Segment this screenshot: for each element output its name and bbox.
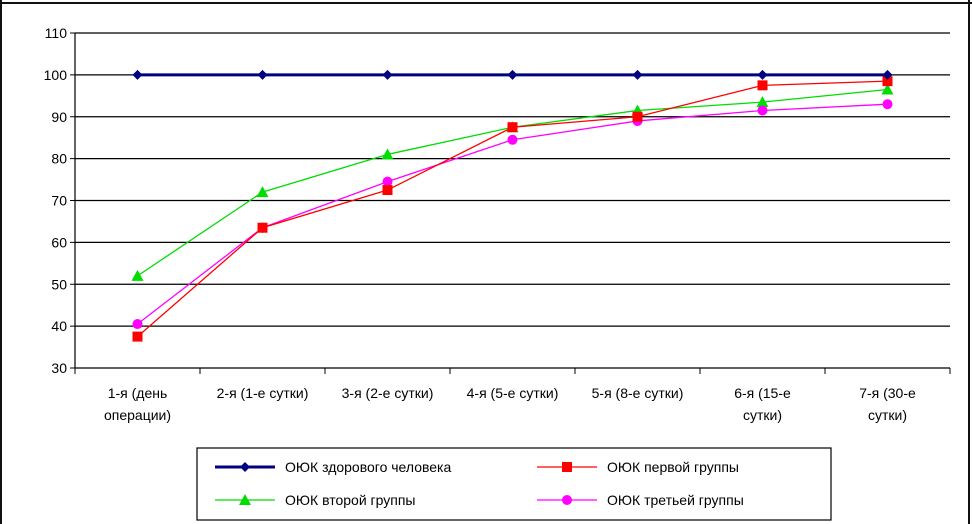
- data-point: [131, 269, 144, 281]
- series-4: [132, 99, 893, 330]
- legend-item-2: ОЮК первой группы: [537, 459, 739, 475]
- data-point: [757, 69, 768, 80]
- y-tick-label: 60: [51, 234, 67, 250]
- x-tick-labels: 1-я (день операции) 2-я (1-е сутки) 3-я (2-…: [104, 385, 916, 423]
- data-point: [507, 134, 518, 145]
- y-tick-label: 50: [51, 276, 67, 292]
- legend-marker: [239, 494, 251, 505]
- legend-item-4: ОЮК третьей группы: [537, 492, 744, 508]
- legend-marker: [562, 495, 572, 505]
- data-point: [507, 122, 518, 133]
- x-tick-label: 4-я (5-е сутки): [467, 385, 559, 401]
- frame-top-border: [0, 2, 972, 4]
- series-layer: [131, 69, 894, 342]
- data-point: [257, 69, 268, 80]
- legend-label: ОЮК здорового человека: [285, 459, 451, 475]
- data-point: [757, 80, 768, 91]
- data-point: [881, 83, 894, 95]
- series-2: [132, 76, 893, 342]
- data-point: [882, 99, 893, 110]
- data-point: [132, 331, 143, 342]
- legend-marker: [240, 462, 250, 472]
- y-tick-label: 80: [51, 151, 67, 167]
- y-tick-labels: 30 40 50 60 70 80 90 100 110: [44, 25, 68, 376]
- data-point: [632, 111, 643, 122]
- legend-item-3: ОЮК второй группы: [215, 492, 416, 508]
- gridlines: [75, 32, 950, 327]
- series-line: [137, 88, 888, 277]
- y-tick-label: 100: [44, 67, 68, 83]
- legend-item-1: ОЮК здорового человека: [215, 459, 451, 475]
- x-tick-label: 3-я (2-е сутки): [342, 385, 434, 401]
- series-1: [132, 69, 893, 80]
- data-point: [257, 222, 268, 233]
- series-3: [131, 83, 894, 281]
- y-tick-label: 40: [51, 318, 67, 334]
- data-point: [882, 69, 893, 80]
- data-point: [132, 319, 143, 330]
- legend: ОЮК здорового человека ОЮК первой группы О…: [196, 447, 832, 521]
- data-point: [882, 76, 893, 87]
- data-point: [381, 148, 394, 160]
- y-tick-label: 90: [51, 109, 67, 125]
- data-point: [382, 69, 393, 80]
- data-point: [757, 105, 768, 116]
- frame-right-border: [968, 0, 970, 524]
- x-tick-label: 7-я (30-е сутки): [859, 385, 916, 423]
- data-point: [756, 96, 769, 108]
- data-point: [132, 69, 143, 80]
- legend-marker: [562, 462, 572, 472]
- series-line: [137, 80, 888, 338]
- data-point: [256, 186, 269, 198]
- legend-label: ОЮК третьей группы: [607, 492, 744, 508]
- data-point: [507, 69, 518, 80]
- x-tick-label: 2-я (1-е сутки): [217, 385, 309, 401]
- y-tick-label: 30: [51, 360, 67, 376]
- y-tick-label: 70: [51, 193, 67, 209]
- x-tick-label: 1-я (день операции): [104, 385, 171, 423]
- axes: [70, 32, 951, 374]
- data-point: [632, 69, 643, 80]
- legend-label: ОЮК второй группы: [285, 492, 416, 508]
- legend-label: ОЮК первой группы: [607, 459, 739, 475]
- y-tick-label: 110: [45, 25, 68, 41]
- legend-box: [196, 447, 832, 521]
- frame-left-border: [0, 0, 2, 524]
- x-tick-label: 5-я (8-е сутки): [592, 385, 684, 401]
- data-point: [382, 176, 393, 187]
- data-point: [382, 185, 393, 196]
- x-tick-label: 6-я (15-е сутки): [734, 385, 791, 423]
